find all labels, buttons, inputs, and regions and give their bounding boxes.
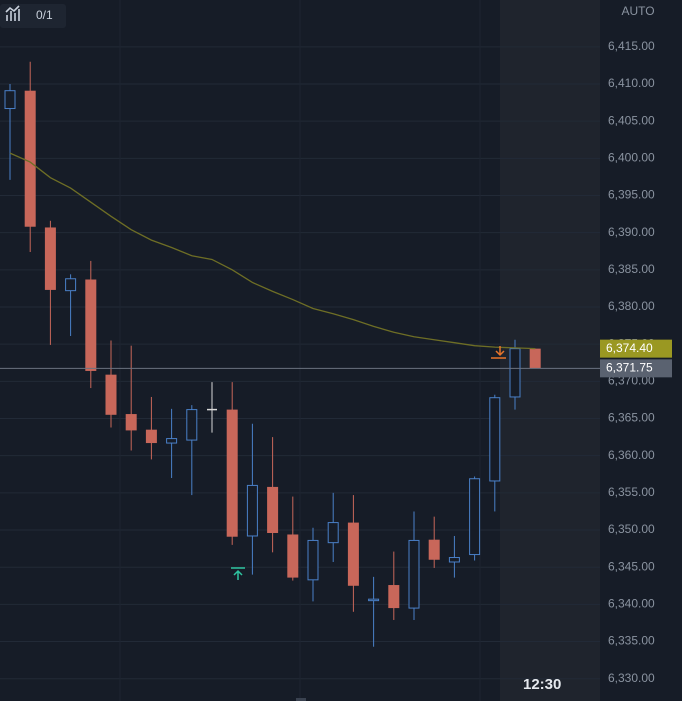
y-tick-label: 6,340.00 xyxy=(608,597,655,611)
y-tick-label: 6,360.00 xyxy=(608,448,655,462)
x-tick-label: 12:30 xyxy=(523,676,561,693)
candle-body xyxy=(44,227,56,290)
price-tag-label: 6,371.75 xyxy=(606,361,653,375)
candle-body xyxy=(246,484,258,537)
candle-body xyxy=(388,585,400,609)
toolbar-text: 0/1 xyxy=(36,8,53,22)
y-tick-label: 6,330.00 xyxy=(608,671,655,685)
price-tag-label: 6,374.40 xyxy=(606,341,653,355)
y-tick-label: 6,335.00 xyxy=(608,634,655,648)
candle-body xyxy=(408,539,420,609)
candle-body xyxy=(145,429,157,444)
candle-body xyxy=(489,397,501,482)
candle-body xyxy=(125,414,137,431)
candle-body xyxy=(327,522,339,544)
candle-body xyxy=(4,90,16,110)
candle-body xyxy=(368,598,380,602)
candle-body xyxy=(105,374,117,415)
candle-body xyxy=(307,539,319,581)
buy-signal xyxy=(231,567,245,580)
candle-body xyxy=(529,348,541,369)
y-tick-label: 6,365.00 xyxy=(608,411,655,425)
candle-body xyxy=(65,278,77,292)
candle-body xyxy=(287,534,299,578)
scale-mode[interactable]: AUTO xyxy=(621,4,654,18)
y-tick-label: 6,350.00 xyxy=(608,522,655,536)
y-tick-label: 6,405.00 xyxy=(608,113,655,127)
plot xyxy=(0,61,600,647)
candle-body xyxy=(226,409,238,537)
y-tick-label: 6,380.00 xyxy=(608,299,655,313)
candle-body xyxy=(509,348,521,398)
candle-body xyxy=(347,522,359,586)
candle-body xyxy=(469,478,481,556)
scroll-handle[interactable] xyxy=(296,698,306,701)
y-tick-label: 6,345.00 xyxy=(608,559,655,573)
y-tick-label: 6,400.00 xyxy=(608,151,655,165)
y-tick-label: 6,390.00 xyxy=(608,225,655,239)
toolbar-icon xyxy=(5,5,20,21)
y-tick-label: 6,415.00 xyxy=(608,39,655,53)
candle-body xyxy=(448,557,460,563)
candle-body xyxy=(166,438,178,444)
candle-body xyxy=(428,539,440,560)
moving-average xyxy=(9,152,536,350)
price-tag-box xyxy=(600,339,672,358)
toolbar[interactable]: 0/1 xyxy=(0,4,66,28)
y-tick-label: 6,410.00 xyxy=(608,76,655,90)
y-tick-label: 6,355.00 xyxy=(608,485,655,499)
y-tick-label: 6,395.00 xyxy=(608,188,655,202)
toolbar-box[interactable] xyxy=(0,4,66,28)
candle-body xyxy=(85,279,97,371)
candle-body xyxy=(267,486,279,533)
price-tag-box xyxy=(600,359,672,378)
candle-body xyxy=(24,90,36,227)
y-tick-label: 6,385.00 xyxy=(608,262,655,276)
sell-signal xyxy=(491,346,506,359)
candle-body xyxy=(186,409,198,441)
